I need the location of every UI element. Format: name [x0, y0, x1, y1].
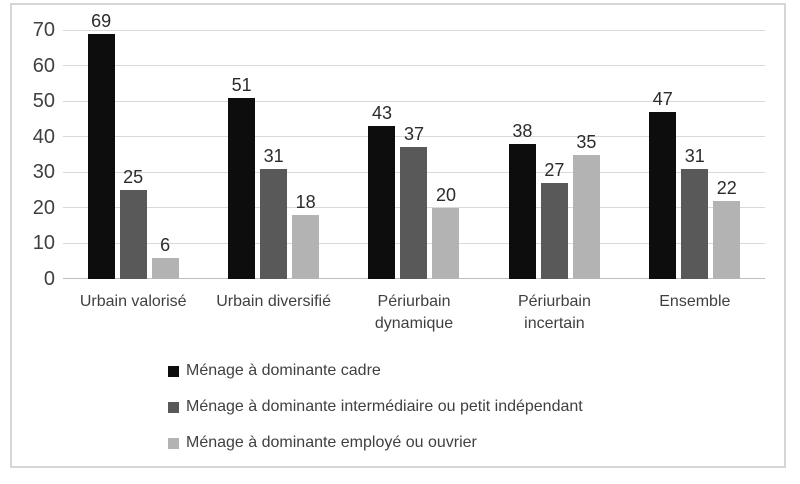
bar-value-label: 25 [123, 167, 144, 188]
y-axis: 0 10 20 30 40 50 60 70 [10, 19, 55, 290]
legend-item: Ménage à dominante intermédiaire ou peti… [168, 396, 583, 418]
bar-column: 51 [228, 74, 256, 279]
bar [681, 168, 709, 279]
bar-value-label: 38 [512, 120, 533, 141]
bar [572, 154, 600, 279]
bar [432, 207, 460, 279]
bar [151, 257, 179, 279]
category-label: Urbain valorisé [79, 293, 187, 310]
bar-column: 27 [540, 159, 568, 279]
legend: Ménage à dominante cadre Ménage à dominan… [168, 360, 583, 454]
bar-value-label: 22 [716, 177, 737, 198]
y-tick-label: 50 [32, 90, 55, 113]
bar-column: 38 [508, 120, 536, 279]
bar-value-label: 47 [652, 88, 673, 109]
bar-group: 69 25 6 [63, 11, 203, 279]
legend-label: Ménage à dominante employé ou ouvrier [186, 434, 477, 451]
bar-column: 18 [292, 191, 320, 279]
bar-column: 37 [400, 124, 428, 279]
bar-value-label: 6 [160, 234, 171, 255]
bar [292, 214, 320, 279]
bar-value-label: 51 [231, 74, 252, 95]
category-label: Périurbain incertain [517, 293, 591, 332]
plot-area: 69 25 6 51 31 18 43 37 20 38 27 35 47 31 22 [63, 11, 765, 279]
gridline [63, 65, 765, 67]
bar-value-label: 27 [544, 159, 565, 180]
bar [119, 190, 147, 279]
x-axis-labels: Urbain valorisé Urbain diversifié Périurba… [63, 291, 765, 335]
legend-swatch [168, 365, 179, 377]
bar [400, 147, 428, 279]
y-tick-label: 0 [43, 268, 55, 290]
gridline [63, 100, 765, 102]
legend-swatch [168, 401, 179, 413]
bar-value-label: 35 [576, 131, 597, 152]
bar-value-label: 31 [263, 145, 284, 166]
bar-column: 22 [713, 177, 741, 279]
bar [540, 182, 568, 279]
y-tick-label: 20 [32, 196, 55, 219]
legend-label: Ménage à dominante intermédiaire ou peti… [186, 398, 583, 415]
category-label: Ensemble [659, 293, 731, 310]
gridline [63, 29, 765, 31]
bar [368, 126, 396, 279]
bar-value-label: 43 [371, 103, 392, 124]
bar-column: 20 [432, 184, 460, 279]
bar [228, 97, 256, 279]
bar-group: 43 37 20 [344, 30, 484, 279]
bar-group: 47 31 22 [625, 30, 765, 279]
bar-column: 31 [260, 145, 288, 279]
bar [87, 33, 115, 279]
bar-group: 51 31 18 [203, 30, 343, 279]
legend-item: Ménage à dominante cadre [168, 360, 583, 382]
bar [713, 200, 741, 279]
bar-group: 38 27 35 [484, 30, 624, 279]
legend-label: Ménage à dominante cadre [186, 362, 381, 379]
bar-value-label: 20 [435, 184, 456, 205]
category-label: Périurbain dynamique [374, 293, 454, 332]
bar-value-label: 18 [295, 191, 316, 212]
y-tick-label: 60 [32, 54, 55, 77]
y-tick-label: 70 [32, 19, 55, 41]
bar-column: 6 [151, 234, 179, 279]
bar [649, 111, 677, 279]
bar [508, 143, 536, 279]
bar-column: 43 [368, 103, 396, 279]
bar-column: 31 [681, 145, 709, 279]
y-tick-label: 30 [32, 161, 55, 184]
bar [260, 168, 288, 279]
gridline [63, 136, 765, 138]
bar-value-label: 31 [684, 145, 705, 166]
bar-column: 25 [119, 167, 147, 279]
category-label: Urbain diversifié [216, 293, 331, 310]
bar-column: 69 [87, 10, 115, 279]
bar-column: 47 [649, 88, 677, 279]
legend-item: Ménage à dominante employé ou ouvrier [168, 432, 583, 454]
legend-swatch [168, 437, 179, 449]
bar-column: 35 [572, 131, 600, 279]
bar-value-label: 69 [91, 10, 112, 31]
bar-value-label: 37 [403, 124, 424, 145]
y-tick-label: 10 [32, 232, 55, 255]
y-tick-label: 40 [32, 125, 55, 148]
